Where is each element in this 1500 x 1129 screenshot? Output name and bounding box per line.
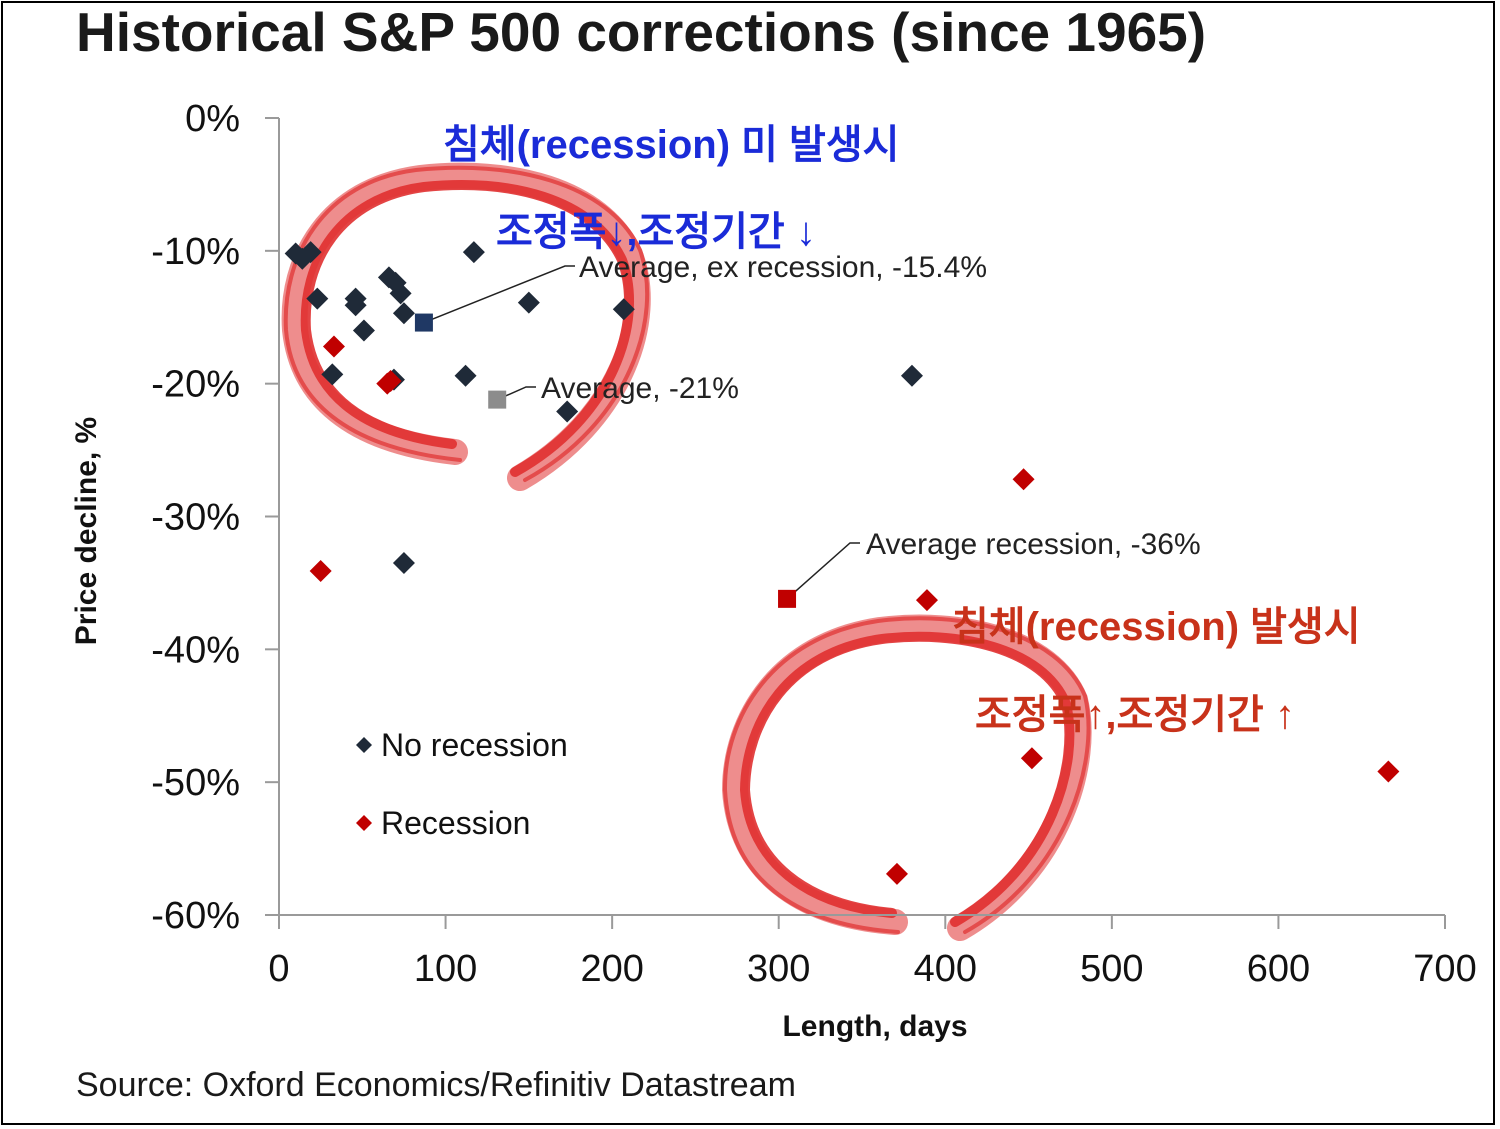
average-markers: Average, ex recession, -15.4% Average, -2… (414, 251, 1201, 608)
legend-recession-label: Recession (381, 805, 530, 841)
no-recession-point (299, 241, 322, 264)
annotation-no-recession-line2: 조정폭↓,조정기간 ↓ (496, 210, 816, 254)
no-recession-point (462, 241, 485, 264)
legend-recession-marker (356, 815, 372, 831)
annotation-recession-line1: 침체(recession) 발생시 (952, 605, 1361, 649)
average-recession-marker (778, 589, 797, 608)
average-ex-recession-leader-line (423, 265, 575, 324)
average-ex-recession-marker (414, 313, 433, 332)
axes (278, 118, 1445, 916)
y-tick-label: 0% (185, 98, 240, 140)
x-tick-label: 300 (747, 948, 810, 990)
no-recession-point (321, 363, 344, 386)
recession-point (1012, 468, 1035, 491)
average-recession-label: Average recession, -36% (866, 528, 1201, 561)
no-recession-point (517, 291, 540, 314)
annotation-recession-line2: 조정폭↑,조정기간 ↑ (975, 693, 1295, 737)
x-tick-label: 500 (1080, 948, 1143, 990)
average-ex-recession-label: Average, ex recession, -15.4% (579, 251, 987, 284)
chart-title: Historical S&P 500 corrections (since 19… (76, 1, 1207, 63)
average-marker (488, 390, 507, 409)
recession-point (885, 862, 908, 885)
x-tick-label: 600 (1247, 948, 1310, 990)
no-recession-point (389, 282, 412, 305)
legend: No recession Recession (356, 727, 568, 841)
brush-circle-no-recession (281, 162, 651, 491)
y-ticks: 0% -10% -20% -30% -40% -50% -60% (151, 98, 279, 937)
recession-point (379, 370, 402, 393)
annotation-no-recession-line1: 침체(recession) 미 발생시 (443, 123, 899, 167)
x-tick-label: 700 (1413, 948, 1476, 990)
y-tick-label: -50% (151, 762, 240, 804)
no-recession-point (556, 400, 579, 423)
x-tick-label: 0 (268, 948, 289, 990)
x-tick-label: 100 (414, 948, 477, 990)
no-recession-point (291, 247, 314, 270)
recession-point (322, 335, 345, 358)
recession-point (1377, 760, 1400, 783)
y-tick-label: -40% (151, 629, 240, 671)
legend-no-recession-label: No recession (381, 727, 568, 763)
no-recession-point (392, 302, 415, 325)
average-label: Average, -21% (541, 372, 739, 405)
x-tick-label: 400 (914, 948, 977, 990)
recession-point (309, 559, 332, 582)
x-axis-title: Length, days (782, 1010, 967, 1043)
data-points (284, 241, 1400, 885)
no-recession-point (344, 294, 367, 317)
legend-no-recession-marker (356, 737, 372, 753)
recession-point (1020, 747, 1043, 770)
y-tick-label: -30% (151, 497, 240, 539)
y-tick-label: -10% (151, 231, 240, 273)
brush-circle-recession (721, 614, 1092, 941)
average-recession-leader-line (786, 542, 860, 600)
no-recession-point (900, 364, 923, 387)
no-recession-point (454, 364, 477, 387)
no-recession-point (352, 319, 375, 342)
source-note: Source: Oxford Economics/Refinitiv Datas… (76, 1066, 796, 1104)
recession-point (915, 589, 938, 612)
x-tick-label: 200 (580, 948, 643, 990)
average-leader-line (496, 386, 536, 401)
x-ticks: 0 100 200 300 400 500 600 700 (268, 915, 1477, 990)
no-recession-point (612, 298, 635, 321)
no-recession-point (392, 551, 415, 574)
no-recession-point (306, 287, 329, 310)
y-tick-label: -60% (151, 895, 240, 937)
y-axis-title: Price decline, % (70, 417, 103, 645)
y-tick-label: -20% (151, 364, 240, 406)
